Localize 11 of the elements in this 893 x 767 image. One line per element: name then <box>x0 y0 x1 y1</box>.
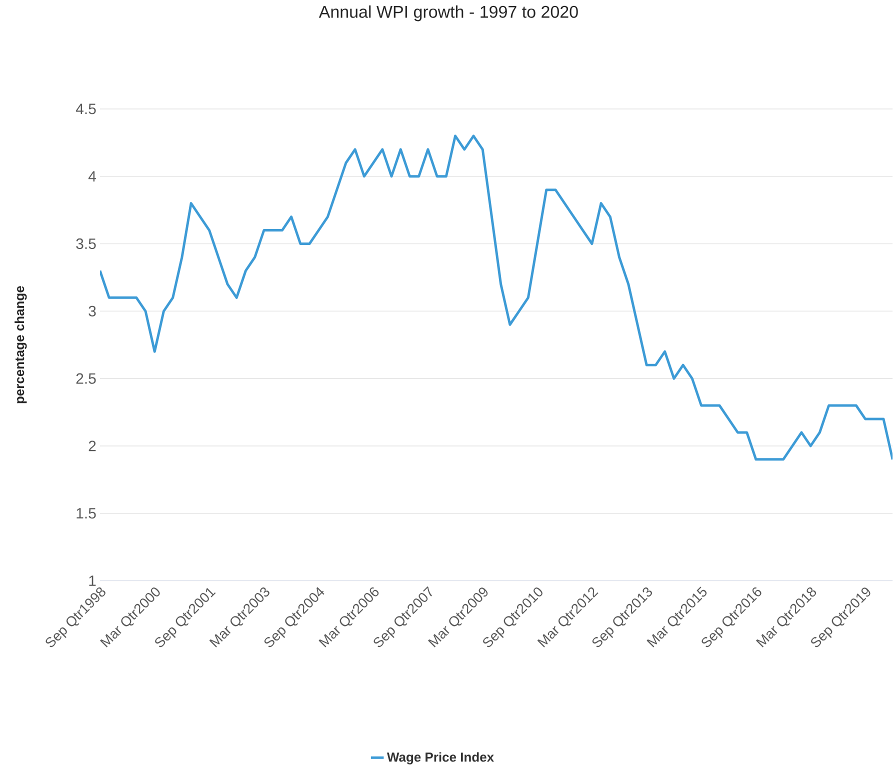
y-tick-label: 2 <box>88 440 96 452</box>
legend-label: Wage Price Index <box>386 752 494 764</box>
y-tick-label: 3.5 <box>76 238 96 249</box>
y-axis-title: percentage change <box>14 286 27 404</box>
chart-title: Annual WPI growth - 1997 to 2020 <box>318 5 578 22</box>
y-tick-label: 2.5 <box>76 373 96 384</box>
y-tick-label: 1.5 <box>76 508 96 519</box>
y-tick-label: 3 <box>88 306 96 316</box>
y-tick-label: 4.5 <box>76 104 96 114</box>
y-tick-label: 4 <box>88 171 96 182</box>
y-tick-label: 1 <box>89 576 96 586</box>
